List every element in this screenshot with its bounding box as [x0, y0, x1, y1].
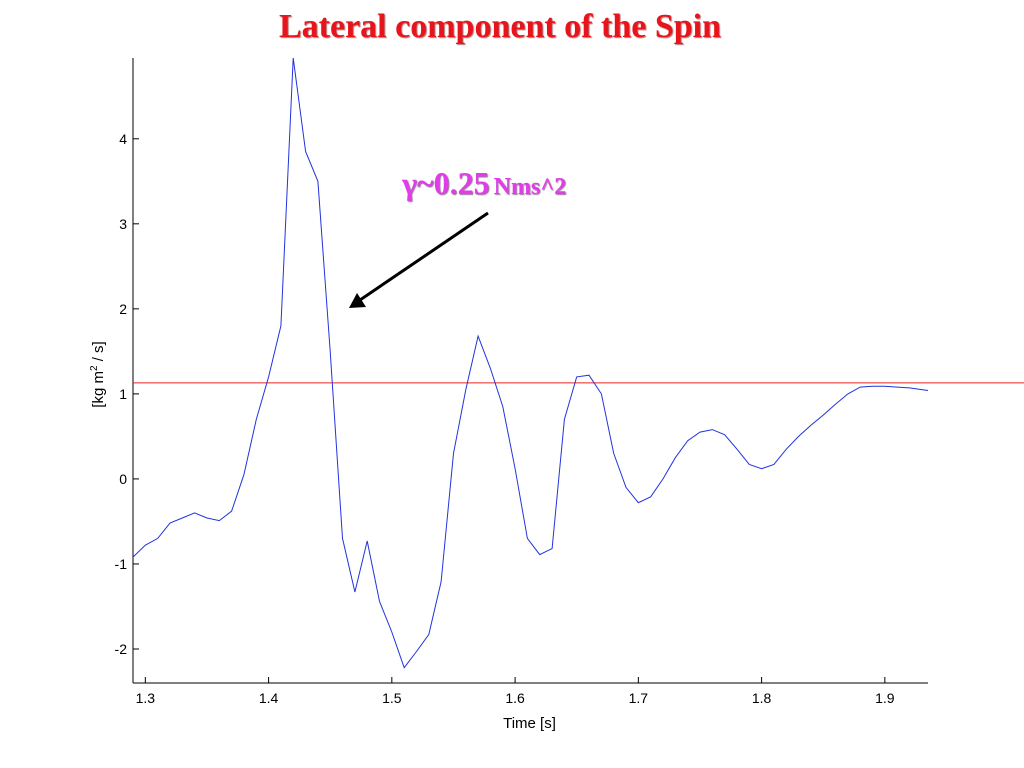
gamma-annotation: γ~0.25 Nms^2 [402, 165, 566, 202]
data-point [650, 496, 651, 497]
data-point [699, 432, 700, 433]
data-point [280, 325, 281, 326]
data-point [884, 386, 885, 387]
data-point [231, 511, 232, 512]
y-tick-label: 4 [119, 131, 127, 147]
data-point [662, 478, 663, 479]
data-point [927, 390, 928, 391]
gamma-value: ~0.25 [416, 165, 490, 201]
data-point [847, 393, 848, 394]
data-point [552, 548, 553, 549]
x-tick-label: 1.9 [875, 690, 895, 706]
data-point [206, 517, 207, 518]
y-tick-label: -1 [115, 556, 128, 572]
data-point [724, 434, 725, 435]
data-point [564, 419, 565, 420]
data-point [317, 181, 318, 182]
y-tick-label: -2 [115, 641, 128, 657]
data-point [293, 57, 294, 58]
data-point [773, 464, 774, 465]
data-point [712, 429, 713, 430]
data-point [441, 581, 442, 582]
data-point [453, 453, 454, 454]
annotation-arrow-shaft [359, 211, 489, 302]
data-point [428, 634, 429, 635]
y-tick-label: 3 [119, 216, 127, 232]
data-point [379, 601, 380, 602]
data-point [157, 538, 158, 539]
annotation-arrow-head [349, 293, 366, 308]
data-point [243, 474, 244, 475]
data-point [860, 387, 861, 388]
data-point [798, 436, 799, 437]
data-point [330, 351, 331, 352]
data-point [823, 415, 824, 416]
data-point [625, 487, 626, 488]
x-tick-label: 1.8 [752, 690, 772, 706]
data-point [588, 375, 589, 376]
data-point [786, 449, 787, 450]
data-point [810, 425, 811, 426]
x-tick-label: 1.5 [382, 690, 402, 706]
data-point [367, 540, 368, 541]
data-point [169, 523, 170, 524]
data-point [182, 517, 183, 518]
series-layer [132, 57, 929, 669]
x-axis-title: Time [s] [503, 715, 556, 732]
annotation-arrow-layer [349, 211, 489, 308]
data-point [872, 386, 873, 387]
x-tick-label: 1.6 [505, 690, 525, 706]
data-point [342, 538, 343, 539]
data-point [897, 387, 898, 388]
data-point [539, 554, 540, 555]
y-tick-label: 1 [119, 386, 127, 402]
data-point [305, 151, 306, 152]
data-point [835, 404, 836, 405]
data-point [391, 631, 392, 632]
data-point [145, 545, 146, 546]
gamma-symbol: γ [402, 165, 417, 201]
data-point [909, 387, 910, 388]
data-point [687, 440, 688, 441]
data-point [613, 453, 614, 454]
x-tick-label: 1.3 [136, 690, 156, 706]
slide-title: Lateral component of the Spin [279, 8, 721, 45]
y-tick-label: 2 [119, 301, 127, 317]
series-line [132, 57, 929, 669]
y-tick-label: 0 [119, 471, 127, 487]
axes: -2 -1 0 1 2 3 4 1.3 1.4 1.5 1.6 1.7 1.8 1.9 Time [s] [k… [89, 58, 928, 732]
data-point [761, 468, 762, 469]
data-point [194, 512, 195, 513]
data-point [219, 520, 220, 521]
data-point [638, 502, 639, 503]
data-point [478, 336, 479, 337]
data-point [465, 389, 466, 390]
y-axis-title: [kg m2 / s] [89, 341, 107, 407]
data-point [490, 368, 491, 369]
data-point [527, 538, 528, 539]
data-point [132, 557, 133, 558]
data-point [268, 376, 269, 377]
data-point [502, 406, 503, 407]
x-tick-label: 1.7 [629, 690, 649, 706]
data-point [736, 449, 737, 450]
data-point [354, 591, 355, 592]
data-point [404, 667, 405, 668]
data-point [601, 393, 602, 394]
data-point [416, 651, 417, 652]
data-point [576, 376, 577, 377]
x-tick-label: 1.4 [259, 690, 279, 706]
data-point [515, 468, 516, 469]
data-point [675, 457, 676, 458]
data-point [749, 464, 750, 465]
gamma-unit: Nms^2 [493, 174, 567, 200]
data-point [256, 419, 257, 420]
